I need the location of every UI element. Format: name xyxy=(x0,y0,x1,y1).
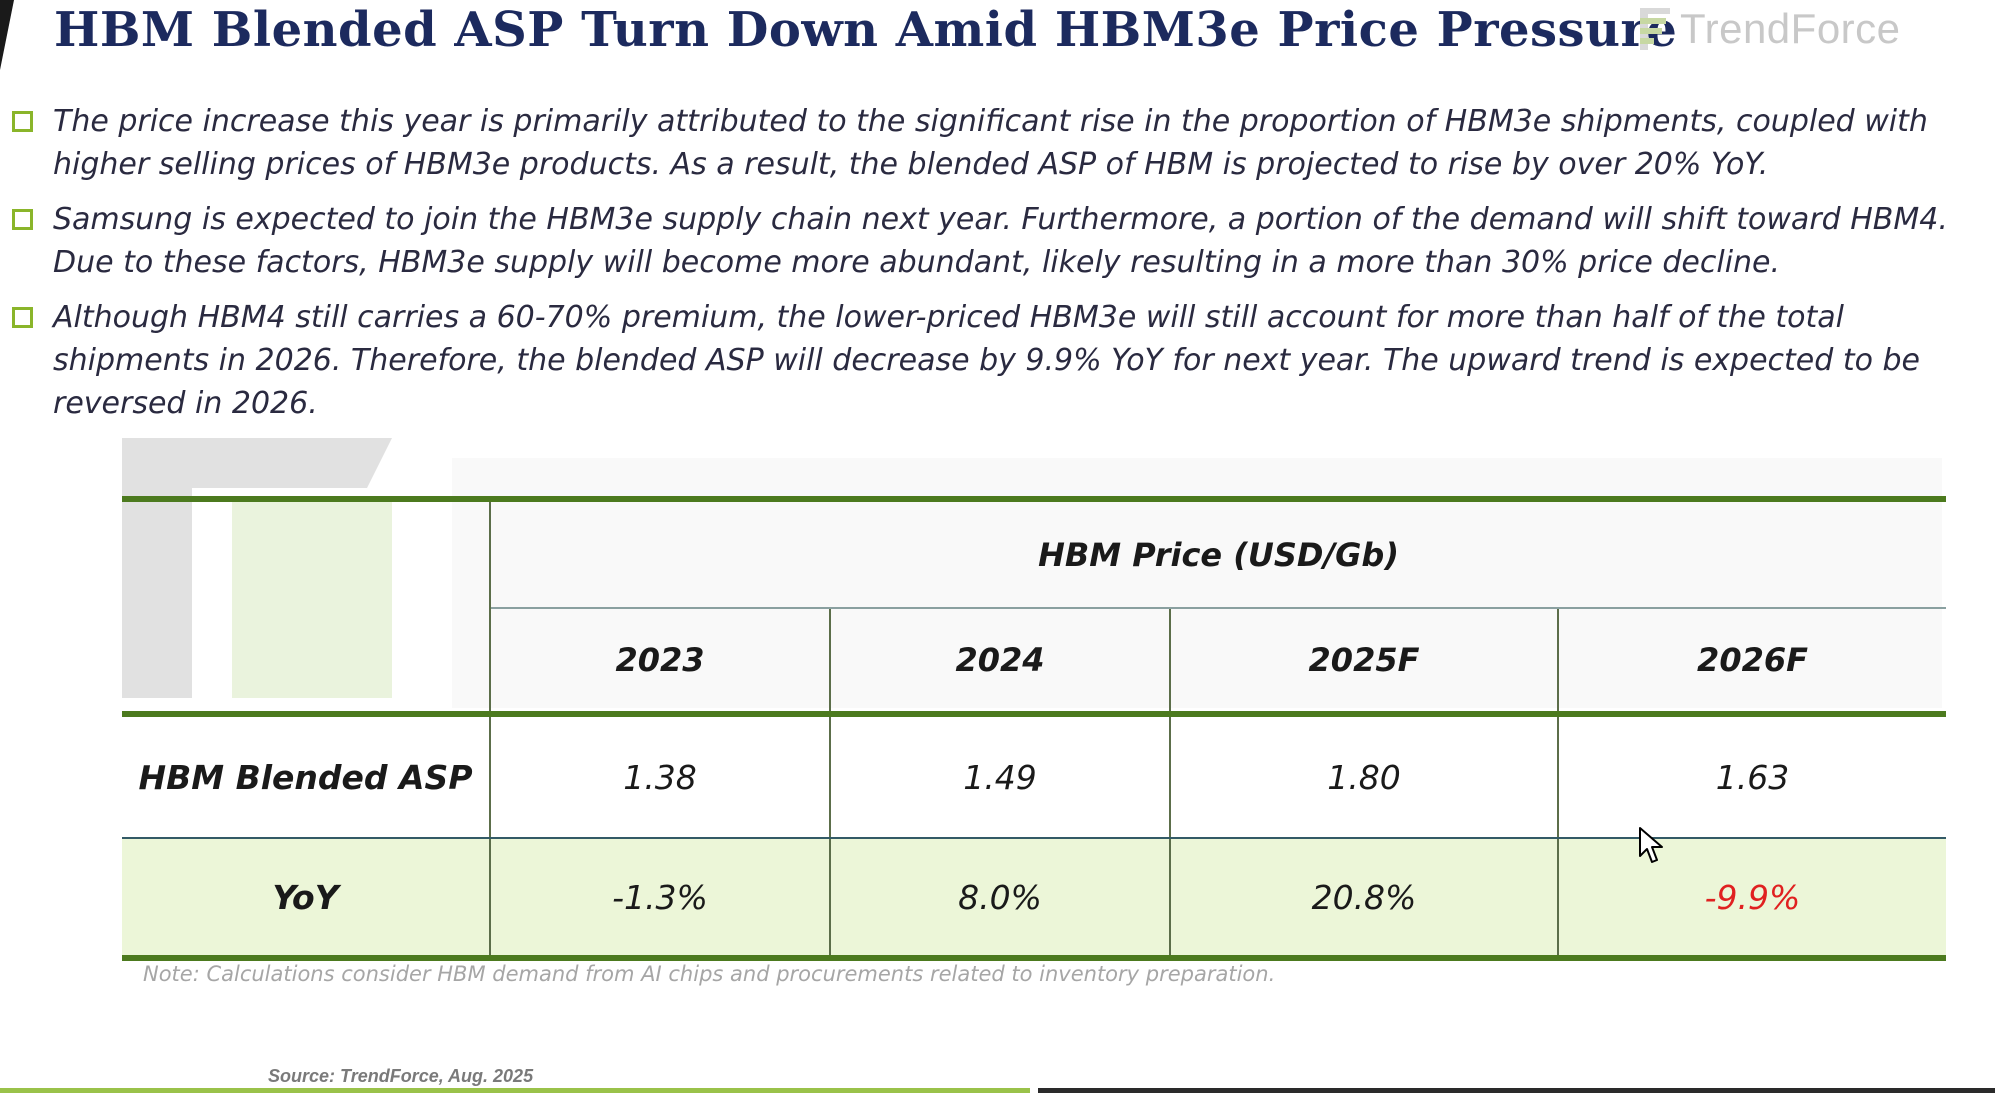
square-bullet-icon xyxy=(12,307,33,328)
square-bullet-icon xyxy=(12,111,33,132)
table-row: HBM Blended ASP 1.38 1.49 1.80 1.63 xyxy=(122,714,1947,839)
bullet-list: The price increase this year is primaril… xyxy=(12,100,1982,437)
table-cell: 20.8% xyxy=(1169,838,1558,961)
group-header: HBM Price (USD/Gb) xyxy=(488,496,1947,608)
bullet-item: Although HBM4 still carries a 60-70% pre… xyxy=(12,296,1982,425)
bullet-text: Samsung is expected to join the HBM3e su… xyxy=(53,202,1948,280)
mouse-cursor-icon xyxy=(1639,827,1663,863)
slide-title: HBM Blended ASP Turn Down Amid HBM3e Pri… xyxy=(54,2,1678,58)
table-cell: 1.38 xyxy=(489,714,830,839)
square-bullet-icon xyxy=(12,209,33,230)
year-header: 2024 xyxy=(829,607,1170,717)
hbm-price-table: HBM Price (USD/Gb) 2023 2024 2025F 2026F… xyxy=(122,496,1947,961)
table-cell-negative: -9.9% xyxy=(1556,838,1947,961)
year-header: 2025F xyxy=(1169,607,1558,717)
corner-stripe xyxy=(0,0,14,70)
trendforce-logo: TrendForce xyxy=(1640,4,1901,54)
table-cell: 1.63 xyxy=(1556,714,1947,839)
footer-rule xyxy=(0,1088,1030,1093)
source-text: Source: TrendForce, Aug. 2025 xyxy=(268,1066,534,1086)
table-cell: 1.49 xyxy=(829,714,1170,839)
table-corner-cell xyxy=(122,496,490,717)
table-cell: 1.80 xyxy=(1169,714,1558,839)
year-header: 2023 xyxy=(489,607,830,717)
table-row: YoY -1.3% 8.0% 20.8% -9.9% xyxy=(122,838,1947,961)
year-header: 2026F xyxy=(1556,607,1947,717)
logo-text: TrendForce xyxy=(1680,5,1901,52)
table-cell: 8.0% xyxy=(829,838,1170,961)
bullet-item: Samsung is expected to join the HBM3e su… xyxy=(12,198,1982,284)
bullet-item: The price increase this year is primaril… xyxy=(12,100,1982,186)
trendforce-logo-icon xyxy=(1640,6,1670,52)
row-label: YoY xyxy=(122,838,490,961)
table-cell: -1.3% xyxy=(489,838,830,961)
footer-rule xyxy=(1038,1088,1995,1093)
bullet-text: The price increase this year is primaril… xyxy=(53,104,1928,182)
table-note: Note: Calculations consider HBM demand f… xyxy=(143,962,1276,986)
row-label: HBM Blended ASP xyxy=(122,714,490,839)
bullet-text: Although HBM4 still carries a 60-70% pre… xyxy=(53,300,1920,421)
